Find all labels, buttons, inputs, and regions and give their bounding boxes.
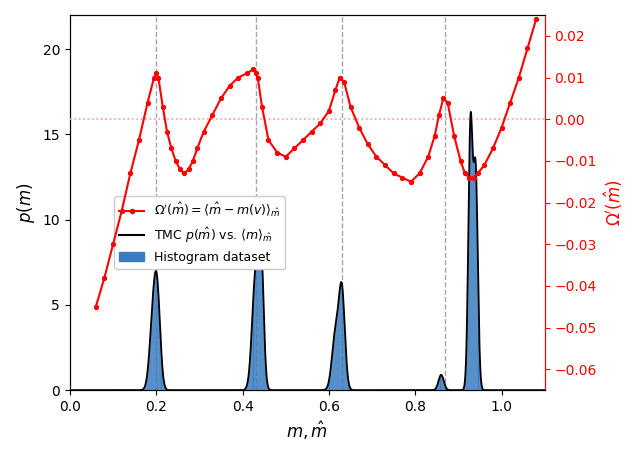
Legend: $\Omega'(\hat{m}) = \langle \hat{m} - m(v) \rangle_{\hat{m}}$, TMC $p(\hat{m})$ : $\Omega'(\hat{m}) = \langle \hat{m} - m(…: [114, 196, 285, 269]
Y-axis label: $p(m)$: $p(m)$: [15, 182, 37, 223]
Y-axis label: $\Omega'(\hat{m})$: $\Omega'(\hat{m})$: [602, 180, 625, 226]
X-axis label: $m, \hat{m}$: $m, \hat{m}$: [287, 420, 328, 442]
